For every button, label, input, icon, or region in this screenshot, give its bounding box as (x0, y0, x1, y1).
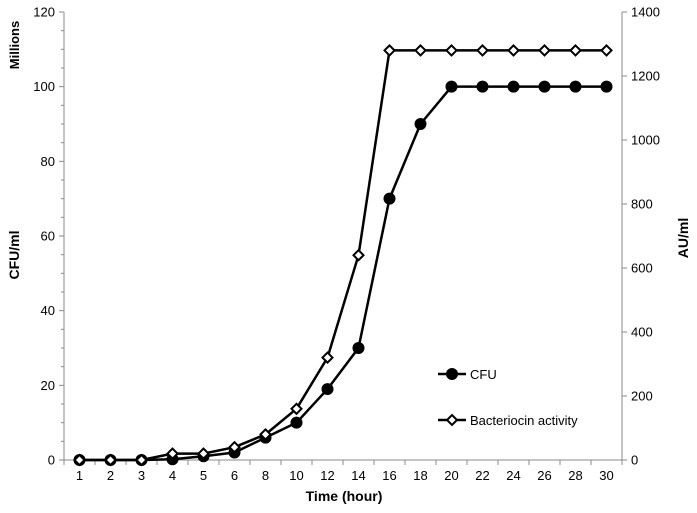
legend-cfu-label: CFU (470, 367, 497, 382)
x-tick-label: 3 (138, 468, 145, 483)
right-tick-label: 400 (631, 325, 653, 340)
bacteriocin-point (321, 351, 334, 365)
bacteriocin-point (383, 43, 396, 57)
left-tick-label: 120 (33, 5, 55, 20)
cfu-point (383, 192, 396, 205)
x-tick-label: 16 (382, 468, 396, 483)
x-tick-label: 26 (537, 468, 551, 483)
cfu-point (321, 383, 334, 396)
bacteriocin-point (228, 440, 241, 454)
bacteriocin-point (197, 447, 210, 461)
right-tick-label: 600 (631, 261, 653, 276)
left-tick-label: 40 (41, 303, 55, 318)
right-tick-label: 1000 (631, 133, 660, 148)
left-axis-unit: Millions (7, 21, 22, 69)
x-tick-label: 20 (444, 468, 458, 483)
right-tick-label: 200 (631, 389, 653, 404)
bacteriocin-point (73, 453, 86, 467)
x-tick-label: 2 (107, 468, 114, 483)
series-layer (73, 43, 613, 467)
legend-cfu-marker (446, 368, 458, 380)
bacteriocin-point (600, 43, 613, 57)
left-tick-label: 60 (41, 229, 55, 244)
cfu-point (538, 80, 551, 93)
x-tick-label: 14 (351, 468, 365, 483)
x-tick-label: 30 (599, 468, 613, 483)
axes (63, 12, 623, 461)
left-tick-label: 0 (48, 453, 55, 468)
bacteriocin-point (259, 427, 272, 441)
right-axis-title: AU/ml (675, 218, 691, 258)
x-tick-label: 24 (506, 468, 520, 483)
right-tick-label: 800 (631, 197, 653, 212)
cfu-point (476, 80, 489, 93)
bacteriocin-point (290, 402, 303, 416)
x-tick-label: 22 (475, 468, 489, 483)
bacteriocin-point (445, 43, 458, 57)
x-tick-label: 18 (413, 468, 427, 483)
cfu-point (569, 80, 582, 93)
cfu-point (445, 80, 458, 93)
cfu-point (290, 416, 303, 429)
cfu-point (600, 80, 613, 93)
legend: CFU Bacteriocin activity (438, 367, 578, 428)
bacteriocin-point (569, 43, 582, 57)
x-tick-label: 28 (568, 468, 582, 483)
x-tick-label: 12 (320, 468, 334, 483)
bacteriocin-series-line (79, 49, 607, 462)
x-tick-label: 4 (169, 468, 176, 483)
bacteriocin-point (135, 453, 148, 467)
right-tick-label: 1400 (631, 5, 660, 20)
cfu-series-line (79, 85, 607, 462)
left-tick-label: 100 (33, 79, 55, 94)
right-tick-label: 1200 (631, 69, 660, 84)
x-tick-label: 5 (200, 468, 207, 483)
legend-bacteriocin-marker (445, 413, 459, 427)
cfu-point (507, 80, 520, 93)
bacteriocin-point (538, 43, 551, 57)
x-tick-label: 10 (289, 468, 303, 483)
x-tick-label: 6 (231, 468, 238, 483)
x-axis-title: Time (hour) (306, 488, 383, 504)
x-tick-label: 8 (262, 468, 269, 483)
cfu-point (352, 342, 365, 354)
bacteriocin-point (414, 43, 427, 57)
bacteriocin-point (166, 447, 179, 461)
bacteriocin-point (104, 453, 117, 467)
right-tick-label: 0 (631, 453, 638, 468)
ticks: 0204060801001200200400600800100012001400… (33, 5, 660, 484)
left-tick-label: 20 (41, 378, 55, 393)
bacteriocin-point (476, 43, 489, 57)
x-tick-label: 1 (76, 468, 83, 483)
legend-bacteriocin-label: Bacteriocin activity (470, 413, 578, 428)
left-axis-title: CFU/ml (6, 231, 22, 280)
bacteriocin-point (352, 248, 365, 262)
left-tick-label: 80 (41, 154, 55, 169)
cfu-point (414, 118, 427, 130)
bacteriocin-point (507, 43, 520, 57)
